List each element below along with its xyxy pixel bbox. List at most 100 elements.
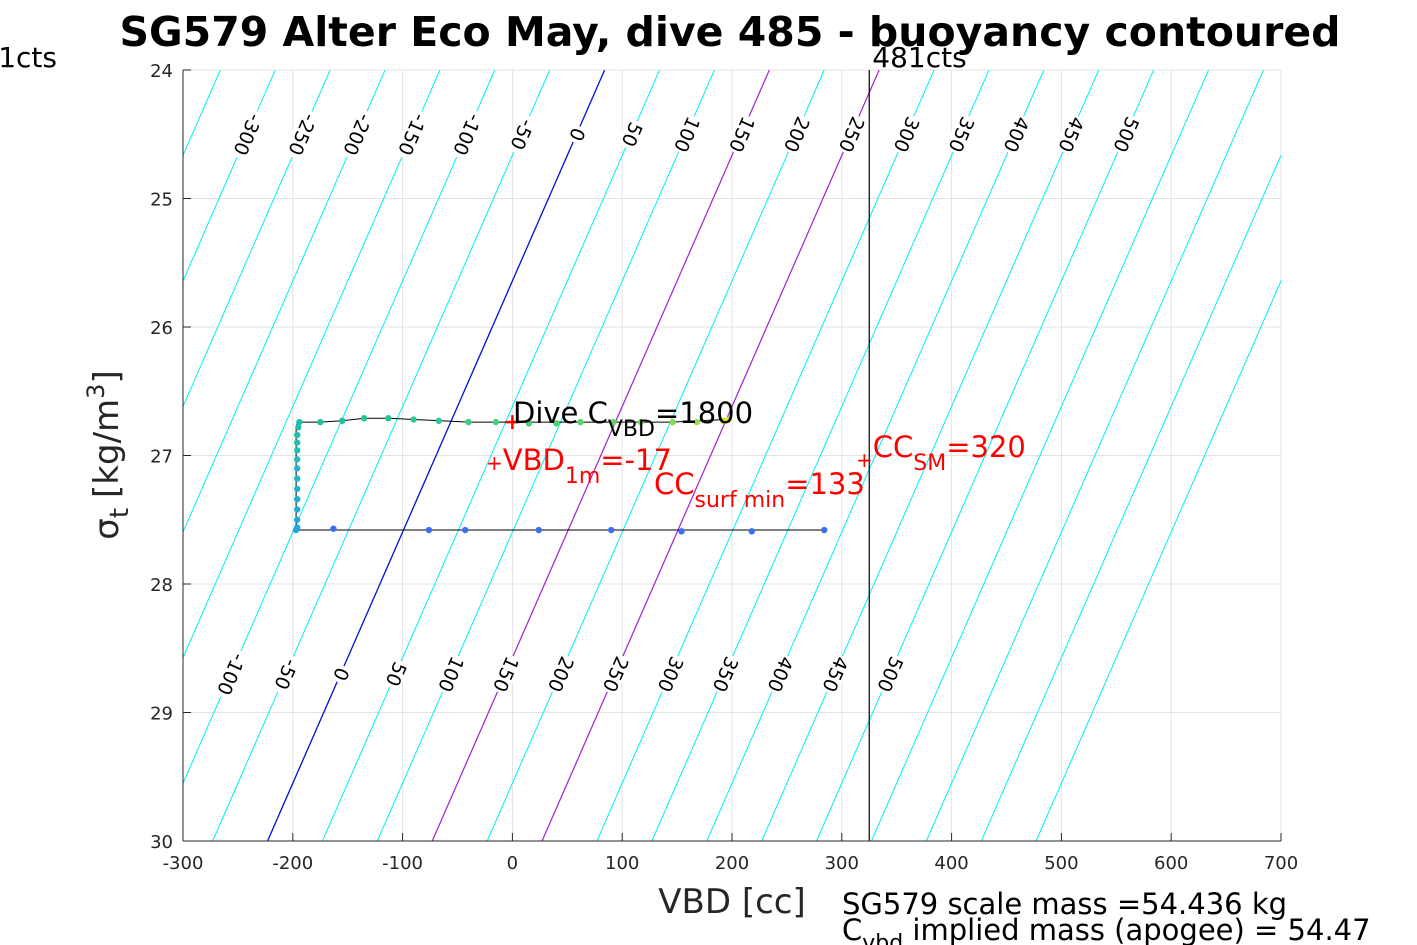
contour-line [541, 70, 880, 841]
x-tick-label: 100 [605, 853, 639, 874]
y-tick-label: 24 [150, 61, 173, 82]
data-point [610, 418, 617, 426]
contour-label-bg [563, 122, 590, 147]
contour-label: 100 [433, 652, 468, 696]
contour-line [925, 70, 1264, 841]
x-tick-label: -100 [382, 853, 423, 874]
contour-line [376, 70, 715, 841]
data-point [296, 418, 303, 426]
contour-label-bg [543, 652, 578, 696]
vertical-line-label-right: 481cts [872, 41, 966, 74]
tick-labels: -300 -200 -100 0 100 200 300 400 500 600 700242526… [150, 61, 1298, 874]
data-point [410, 416, 417, 423]
contour-line [183, 70, 386, 534]
contour-line [596, 70, 935, 841]
contour-label-bg [504, 112, 539, 157]
data-point [339, 417, 346, 425]
contour-label: 50 [616, 117, 647, 152]
y-tick-label: 28 [150, 575, 173, 596]
contour-label-text: 50 [617, 119, 647, 150]
contour-line [321, 70, 660, 841]
data-point [525, 420, 533, 427]
contour-line [980, 154, 1281, 841]
y-axis-label: σt [kg/m3] [82, 370, 135, 539]
data-point [693, 418, 701, 426]
data-series [292, 415, 828, 535]
x-tick-label: 0 [507, 853, 518, 874]
contour-label: 50 [380, 657, 411, 691]
x-tick-label: 600 [1154, 853, 1188, 874]
contour-line [183, 70, 441, 659]
y-tick-label: 25 [150, 190, 173, 211]
contour-label-bg [834, 112, 869, 157]
contour-label-text: -200 [338, 110, 375, 158]
contour-label: 400 [998, 112, 1033, 157]
y-axis-unit-sup: 3 [82, 384, 110, 399]
x-tick-label: -300 [163, 853, 204, 874]
data-point [293, 524, 301, 531]
svg-text:σt[kg/m3]: σt [kg/m3] [82, 370, 135, 539]
data-point [492, 418, 500, 426]
plot-grid [182, 69, 1282, 842]
cc-surf-min-annotation: CCsurf min=133 [654, 467, 865, 513]
contour-label-bg [433, 652, 468, 696]
data-point [385, 415, 392, 422]
contour-label-bg [616, 117, 647, 152]
data-point [330, 525, 337, 532]
contour-label-bg [1108, 112, 1143, 157]
contour-label: 300 [889, 112, 923, 157]
contour-label: 200 [779, 112, 813, 157]
cc-sm-annotation: +CCSM=320 [856, 430, 1026, 476]
red-cross-marker [505, 415, 520, 430]
data-point [293, 506, 301, 513]
contour-label: 400 [762, 652, 797, 696]
contour-label-bg [724, 112, 759, 157]
contour-label-bg [488, 652, 523, 696]
contour-label: 450 [1053, 112, 1088, 157]
contour-label-text: -100 [448, 110, 485, 158]
contour-label-text: 50 [381, 658, 411, 689]
contour-label-bg [328, 662, 354, 686]
data-point [293, 465, 301, 472]
data-point [293, 456, 301, 463]
vertical-line-label-left: 1cts [0, 41, 57, 74]
contour-label-text: -150 [393, 110, 430, 158]
contour-label: 100 [669, 112, 704, 157]
chart-title: SG579 Alter Eco May, dive 485 - buoyancy… [119, 8, 1340, 56]
data-point [669, 418, 676, 426]
contour-line [0, 70, 56, 841]
contour-line [486, 70, 825, 841]
data-point [608, 526, 615, 534]
contour-label: -100 [211, 647, 250, 701]
data-point [720, 417, 727, 425]
y-axis-symbol: σ [87, 518, 127, 540]
axes [182, 69, 1282, 842]
data-point [577, 418, 584, 426]
contour-line [706, 70, 1045, 841]
contour-label-bg [211, 647, 250, 701]
data-point [295, 424, 302, 431]
contour-label-bg [282, 107, 322, 162]
y-axis-unit-end: ] [87, 370, 127, 383]
contour-line [183, 70, 496, 785]
contour-label: 250 [598, 652, 632, 696]
contour-label-bg [392, 107, 432, 162]
data-point [465, 418, 472, 426]
contour-label: 150 [488, 652, 523, 696]
data-point [293, 485, 301, 493]
contour-label-bg [817, 652, 852, 696]
y-axis-sub: t [105, 508, 135, 518]
contour-label-bg [380, 657, 411, 691]
data-point [535, 526, 542, 534]
data-point [293, 495, 301, 503]
x-tick-label: -200 [272, 853, 313, 874]
data-point [461, 526, 469, 534]
contour-label: -50 [504, 112, 539, 157]
y-tick-label: 30 [150, 832, 173, 853]
contour-line [1035, 279, 1281, 841]
contour-label: 300 [653, 652, 687, 696]
contour-label-bg [653, 652, 687, 696]
data-point [293, 447, 301, 454]
buoyancy-contours [0, 70, 1281, 841]
